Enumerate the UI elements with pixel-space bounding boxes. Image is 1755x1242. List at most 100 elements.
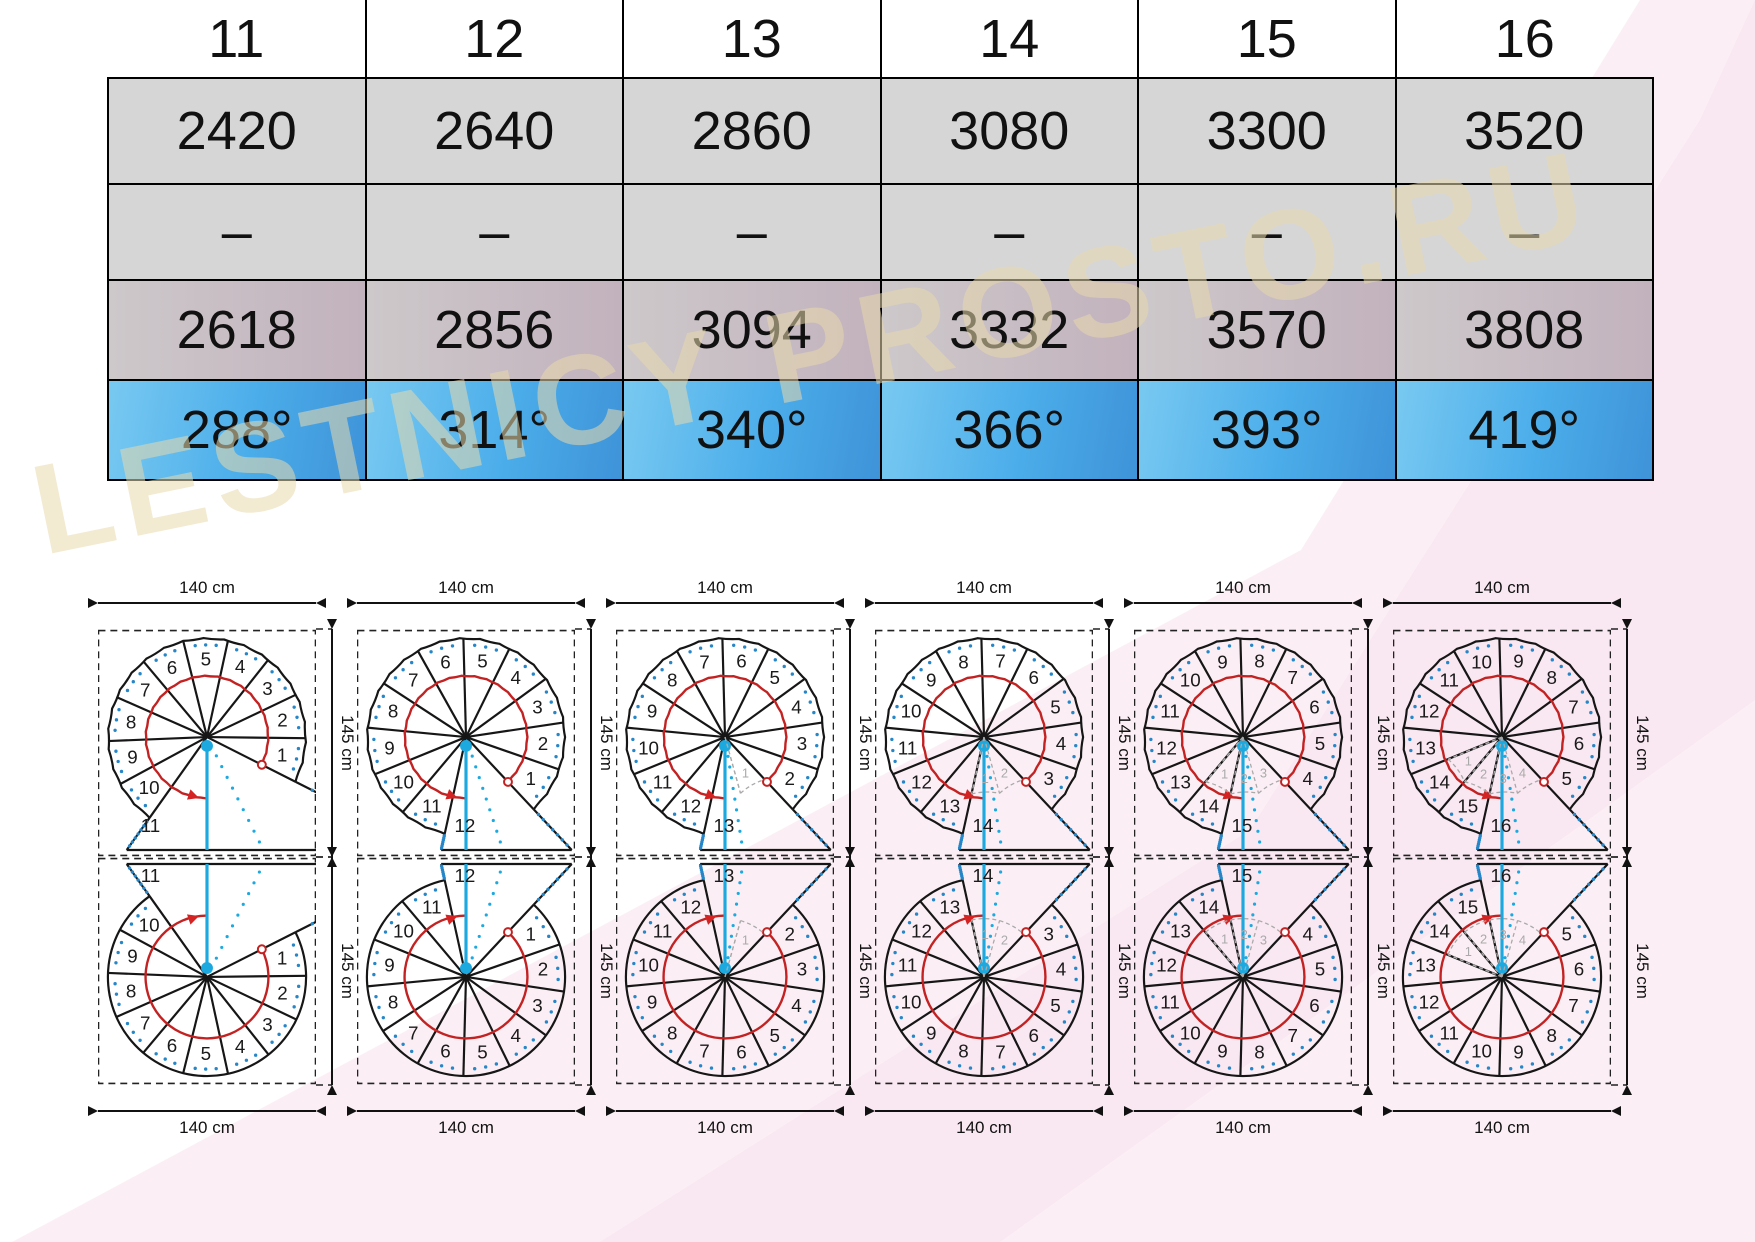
- svg-text:6: 6: [1309, 995, 1319, 1016]
- svg-text:6: 6: [167, 1035, 177, 1056]
- svg-text:10: 10: [139, 915, 160, 936]
- svg-text:16: 16: [1490, 865, 1511, 886]
- svg-text:12: 12: [1419, 991, 1440, 1012]
- svg-text:12: 12: [1156, 737, 1177, 758]
- svg-text:13: 13: [713, 815, 734, 836]
- svg-text:1: 1: [982, 771, 989, 786]
- svg-text:8: 8: [126, 980, 136, 1001]
- svg-text:1: 1: [1221, 767, 1228, 782]
- svg-text:5: 5: [1315, 959, 1325, 980]
- svg-text:3: 3: [797, 959, 807, 980]
- svg-text:1: 1: [1465, 944, 1472, 959]
- svg-text:1: 1: [742, 765, 749, 780]
- svg-text:145 cm: 145 cm: [597, 715, 616, 771]
- svg-text:7: 7: [408, 669, 418, 690]
- svg-text:1: 1: [526, 768, 536, 789]
- svg-text:2: 2: [1480, 767, 1487, 782]
- svg-text:13: 13: [939, 795, 960, 816]
- svg-text:140 cm: 140 cm: [697, 1118, 753, 1137]
- svg-text:3: 3: [1500, 771, 1507, 786]
- svg-text:14: 14: [1429, 772, 1450, 793]
- svg-text:8: 8: [126, 712, 136, 733]
- svg-text:140 cm: 140 cm: [1474, 1118, 1530, 1137]
- svg-text:11: 11: [141, 815, 161, 836]
- svg-text:13: 13: [939, 897, 960, 918]
- svg-text:9: 9: [1217, 1040, 1227, 1061]
- svg-text:5: 5: [201, 1043, 211, 1064]
- svg-text:10: 10: [1471, 1040, 1492, 1061]
- svg-text:10: 10: [901, 991, 922, 1012]
- svg-text:8: 8: [388, 700, 398, 721]
- svg-text:3: 3: [532, 995, 542, 1016]
- svg-text:10: 10: [1180, 669, 1201, 690]
- svg-text:10: 10: [393, 920, 414, 941]
- svg-text:9: 9: [384, 737, 394, 758]
- svg-text:6: 6: [736, 1041, 746, 1062]
- svg-text:14: 14: [972, 815, 993, 836]
- svg-text:2: 2: [277, 982, 287, 1003]
- svg-text:140 cm: 140 cm: [1215, 1118, 1271, 1137]
- svg-text:2: 2: [1480, 931, 1487, 946]
- svg-text:14: 14: [1198, 897, 1219, 918]
- svg-text:15: 15: [1457, 897, 1478, 918]
- svg-text:2: 2: [538, 733, 548, 754]
- svg-text:9: 9: [1513, 1041, 1523, 1062]
- svg-text:4: 4: [1056, 733, 1066, 754]
- svg-text:12: 12: [680, 897, 701, 918]
- svg-text:145 cm: 145 cm: [1633, 715, 1652, 771]
- svg-text:4: 4: [510, 1025, 520, 1046]
- svg-text:1: 1: [277, 744, 287, 765]
- svg-text:145 cm: 145 cm: [1374, 715, 1393, 771]
- svg-text:3: 3: [532, 697, 542, 718]
- svg-text:140 cm: 140 cm: [179, 1118, 235, 1137]
- svg-text:4: 4: [1519, 932, 1526, 947]
- svg-text:12: 12: [680, 795, 701, 816]
- svg-text:3: 3: [1500, 927, 1507, 942]
- svg-text:12: 12: [1156, 955, 1177, 976]
- svg-text:13: 13: [1170, 920, 1191, 941]
- svg-text:10: 10: [1180, 1022, 1201, 1043]
- svg-text:6: 6: [1309, 697, 1319, 718]
- svg-text:11: 11: [1160, 991, 1180, 1012]
- svg-text:5: 5: [769, 667, 779, 688]
- svg-text:145 cm: 145 cm: [597, 943, 616, 999]
- svg-text:4: 4: [1056, 959, 1066, 980]
- svg-text:140 cm: 140 cm: [438, 1118, 494, 1137]
- svg-text:13: 13: [1170, 772, 1191, 793]
- svg-text:5: 5: [1315, 733, 1325, 754]
- svg-text:14: 14: [972, 865, 993, 886]
- svg-text:1: 1: [1221, 931, 1228, 946]
- svg-text:10: 10: [139, 777, 160, 798]
- svg-text:10: 10: [1471, 651, 1492, 672]
- svg-text:140 cm: 140 cm: [1215, 578, 1271, 597]
- svg-text:5: 5: [477, 1041, 487, 1062]
- svg-text:9: 9: [926, 1022, 936, 1043]
- svg-text:4: 4: [791, 697, 801, 718]
- svg-text:2: 2: [785, 924, 795, 945]
- svg-text:9: 9: [926, 669, 936, 690]
- svg-text:145 cm: 145 cm: [856, 715, 875, 771]
- svg-text:10: 10: [638, 955, 659, 976]
- svg-text:4: 4: [510, 667, 520, 688]
- svg-text:140 cm: 140 cm: [697, 578, 753, 597]
- svg-text:12: 12: [454, 865, 475, 886]
- svg-text:6: 6: [1028, 667, 1038, 688]
- svg-text:145 cm: 145 cm: [338, 943, 357, 999]
- svg-text:11: 11: [1439, 1022, 1459, 1043]
- svg-text:12: 12: [911, 772, 932, 793]
- svg-text:11: 11: [1160, 700, 1180, 721]
- svg-text:140 cm: 140 cm: [956, 1118, 1012, 1137]
- svg-text:4: 4: [235, 656, 245, 677]
- svg-text:6: 6: [1574, 959, 1584, 980]
- svg-text:8: 8: [958, 651, 968, 672]
- svg-text:3: 3: [262, 1014, 272, 1035]
- svg-text:145 cm: 145 cm: [338, 715, 357, 771]
- svg-text:5: 5: [769, 1025, 779, 1046]
- svg-text:140 cm: 140 cm: [956, 578, 1012, 597]
- svg-text:8: 8: [667, 669, 677, 690]
- svg-text:12: 12: [911, 920, 932, 941]
- svg-text:140 cm: 140 cm: [1474, 578, 1530, 597]
- svg-text:9: 9: [127, 945, 137, 966]
- svg-text:13: 13: [1415, 955, 1436, 976]
- svg-text:2: 2: [538, 959, 548, 980]
